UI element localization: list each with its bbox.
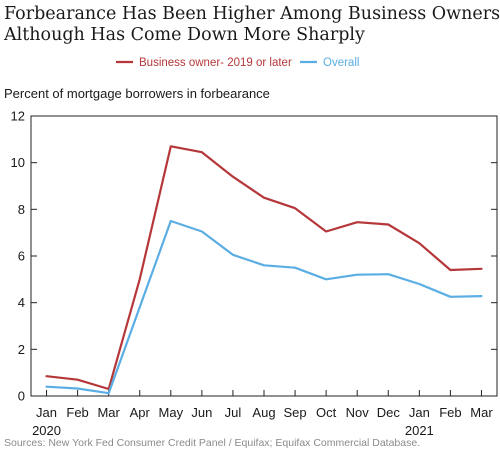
x-tick-label: Jan: [36, 405, 57, 420]
x-tick-label: May: [159, 405, 184, 420]
y-tick-label: 8: [18, 202, 25, 217]
x-tick-label: Aug: [252, 405, 275, 420]
x-tick-label: Dec: [377, 405, 401, 420]
source-note: Sources: New York Fed Consumer Credit Pa…: [4, 437, 421, 449]
x-tick-label: Nov: [346, 405, 370, 420]
legend-label-2: Overall: [323, 57, 359, 69]
x-tick-label: Feb: [66, 405, 88, 420]
y-tick-label: 10: [11, 155, 25, 170]
x-tick-label: Mar: [470, 405, 493, 420]
x-tick-label: Oct: [316, 405, 337, 420]
chart-title: Forbearance Has Been Higher Among Busine…: [4, 4, 500, 46]
x-tick-label: Jul: [225, 405, 242, 420]
series-line-2: [45, 219, 483, 395]
y-tick-label: 6: [18, 249, 25, 264]
chart-title-line-1: Forbearance Has Been Higher Among Busine…: [4, 4, 500, 24]
x-tick-label: Jun: [191, 405, 212, 420]
x-tick-label: Apr: [130, 405, 151, 420]
x-tick-label: Mar: [97, 405, 120, 420]
x-tick-label: Feb: [439, 405, 461, 420]
legend-label-1: Business owner- 2019 or later: [139, 57, 292, 69]
y-axis-label: Percent of mortgage borrowers in forbear…: [4, 86, 270, 101]
y-tick-label: 4: [18, 295, 25, 310]
x-tick-label: Jan: [409, 405, 430, 420]
x-tick-label: Sep: [283, 405, 306, 420]
chart-title-line-2: Although Has Come Down More Sharply: [4, 25, 365, 45]
x-year-label: 2020: [32, 423, 61, 438]
plot-frame: [30, 115, 498, 397]
y-tick-label: 2: [18, 342, 25, 357]
series-line-1: [45, 145, 483, 391]
y-tick-label: 0: [18, 389, 25, 404]
y-tick-label: 12: [11, 109, 25, 124]
x-year-label: 2021: [405, 423, 434, 438]
